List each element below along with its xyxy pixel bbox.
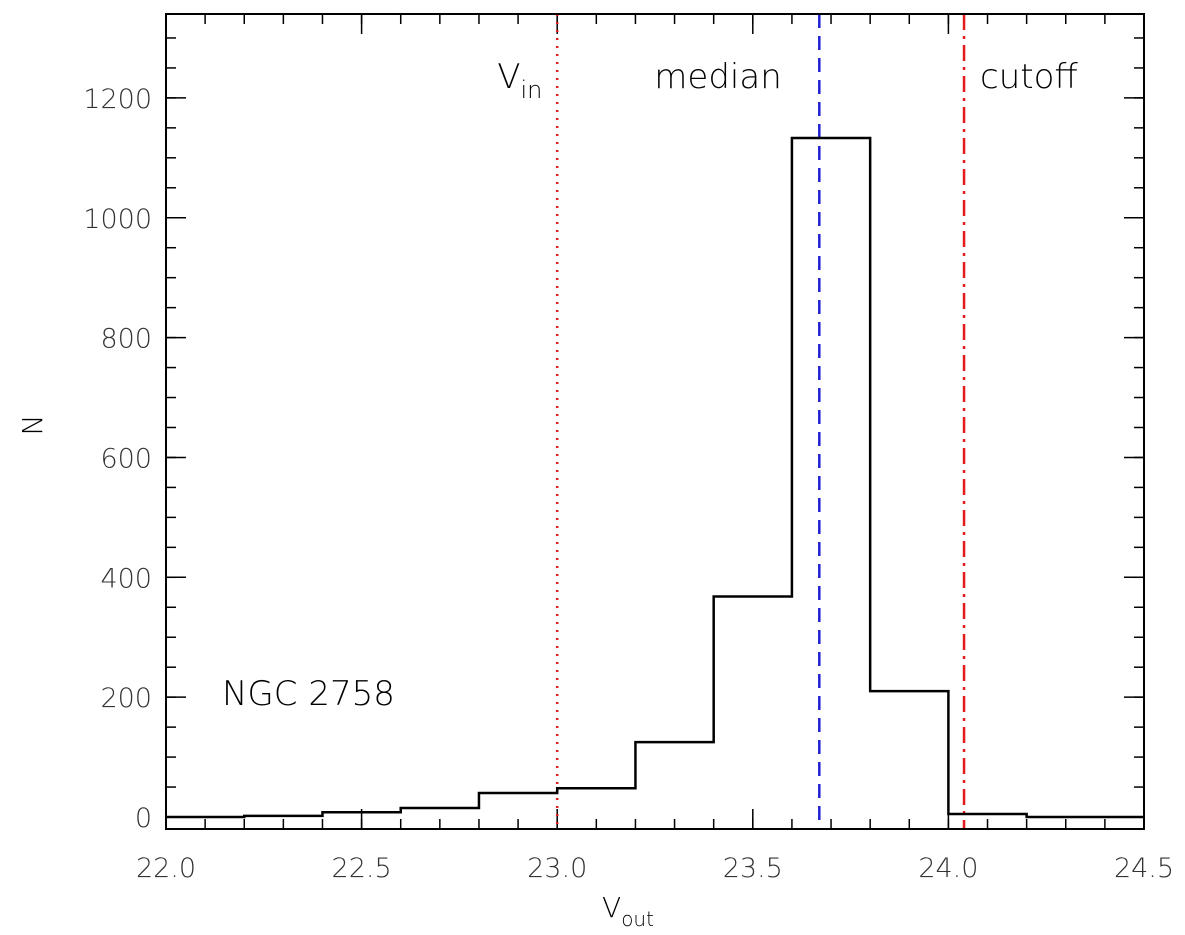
reference-lines [555, 14, 966, 829]
histogram-outline [166, 136, 1144, 819]
tick-labels: 22.0 22.5 23.0 23.5 24.0 24.5 0 200 400 600 800 100… [83, 84, 1174, 884]
histogram-bin [870, 691, 948, 817]
histogram-bin [714, 596, 792, 817]
x-axis-label-main: V [602, 891, 621, 924]
x-tick-label: 22.5 [332, 853, 392, 884]
reference-line-labels: Vin median cutoff [497, 57, 1078, 104]
y-tick-label: 0 [135, 803, 152, 834]
vin-line-label: Vin [497, 57, 542, 104]
x-axis-label-subscript: out [621, 907, 654, 931]
y-tick-label: 400 [100, 563, 152, 594]
median-line-label: median [654, 57, 781, 97]
cutoff-line-label-main: cutoff [980, 57, 1078, 97]
histogram-bins [244, 138, 1026, 817]
histogram-bin [792, 138, 870, 817]
x-tick-label: 24.5 [1114, 853, 1174, 884]
y-tick-label: 200 [100, 683, 152, 714]
y-tick-label: 800 [100, 324, 152, 355]
vin-line-label-subscript: in [520, 76, 542, 104]
y-tick-label: 1200 [83, 84, 152, 115]
x-tick-label: 22.0 [136, 853, 196, 884]
y-tick-label: 600 [100, 443, 152, 474]
x-tick-label: 23.0 [527, 853, 587, 884]
y-axis-label: N [16, 415, 49, 436]
x-tick-label: 23.5 [723, 853, 783, 884]
histogram-bin [479, 793, 557, 817]
plot-frame [165, 13, 1145, 830]
y-tick-label: 1000 [83, 204, 152, 235]
object-name-annotation: NGC 2758 [222, 674, 395, 714]
vin-line-label-main: V [497, 57, 520, 97]
histogram-bin [635, 742, 713, 817]
x-axis-label: Vout [602, 891, 654, 931]
cutoff-line-label: cutoff [980, 57, 1078, 97]
histogram-bin [401, 808, 479, 817]
x-tick-label: 24.0 [918, 853, 978, 884]
histogram-bin [557, 788, 635, 817]
median-line-label-main: median [654, 57, 781, 97]
